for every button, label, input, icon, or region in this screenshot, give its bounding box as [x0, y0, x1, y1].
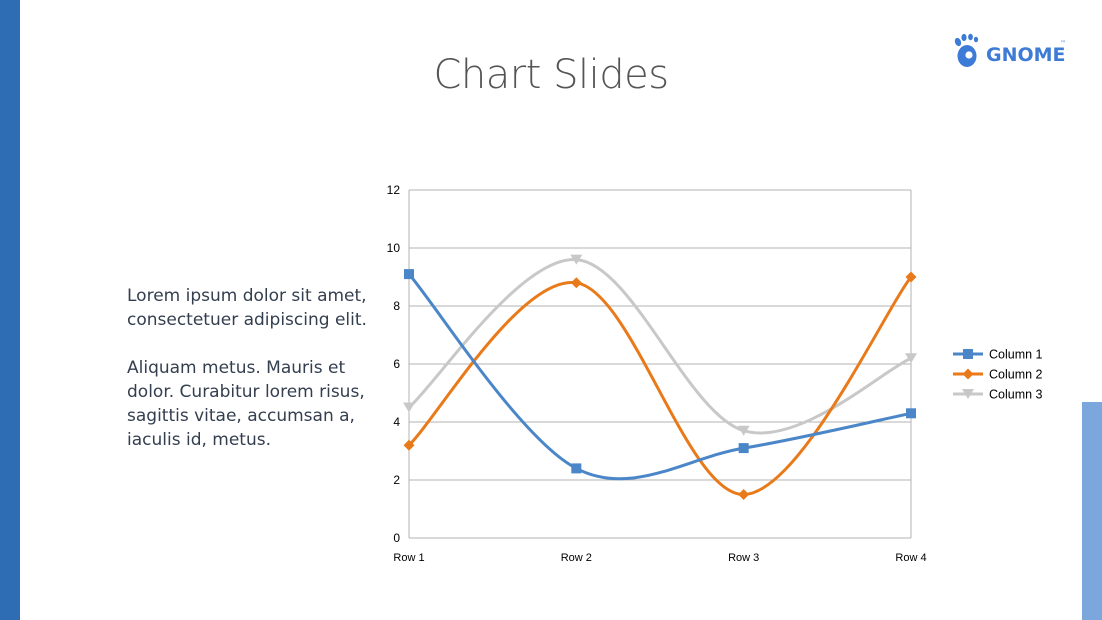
data-point-series-1	[738, 443, 749, 454]
x-tick-label: Row 4	[895, 552, 926, 564]
legend-label: Column 3	[989, 388, 1043, 402]
gnome-logo: GNOME ™	[954, 33, 1066, 67]
data-point-series-3	[905, 353, 917, 364]
right-accent-bar	[1082, 402, 1102, 620]
data-point-series-1	[571, 463, 582, 474]
series-line-1	[407, 273, 912, 481]
gnome-logo-tm: ™	[1060, 40, 1066, 47]
data-point-series-2	[570, 277, 582, 289]
legend-label: Column 1	[989, 348, 1043, 362]
y-tick-label: 2	[393, 473, 400, 487]
body-text: Lorem ipsum dolor sit amet, consectetuer…	[127, 284, 377, 452]
x-tick-label: Row 1	[393, 552, 424, 564]
y-tick-label: 12	[387, 183, 401, 197]
body-paragraph-1: Lorem ipsum dolor sit amet, consectetuer…	[127, 286, 367, 330]
y-tick-label: 4	[393, 415, 400, 429]
legend-marker	[962, 389, 974, 399]
data-point-series-2	[905, 271, 917, 283]
data-point-series-2	[738, 489, 750, 500]
y-tick-label: 0	[393, 531, 400, 545]
data-point-series-3	[570, 254, 583, 265]
data-point-series-1	[906, 408, 916, 419]
y-tick-label: 10	[387, 241, 401, 255]
legend-marker	[963, 349, 973, 359]
gnome-foot-icon	[954, 33, 979, 67]
y-tick-label: 6	[393, 357, 400, 371]
y-tick-label: 8	[393, 299, 400, 313]
slide-title: Chart Slides	[433, 52, 669, 98]
series-line-2	[407, 276, 913, 497]
legend-marker	[962, 368, 974, 380]
legend-label: Column 2	[989, 368, 1043, 382]
data-point-series-3	[403, 402, 415, 413]
x-tick-label: Row 2	[561, 552, 592, 564]
gnome-logo-text: GNOME	[986, 44, 1066, 66]
data-point-series-2	[403, 439, 415, 451]
left-accent-bar	[0, 0, 20, 620]
body-paragraph-2: Aliquam metus. Mauris et dolor. Curabitu…	[127, 358, 365, 450]
data-point-series-1	[404, 269, 414, 280]
x-tick-label: Row 3	[728, 552, 759, 564]
data-point-series-3	[737, 425, 750, 436]
